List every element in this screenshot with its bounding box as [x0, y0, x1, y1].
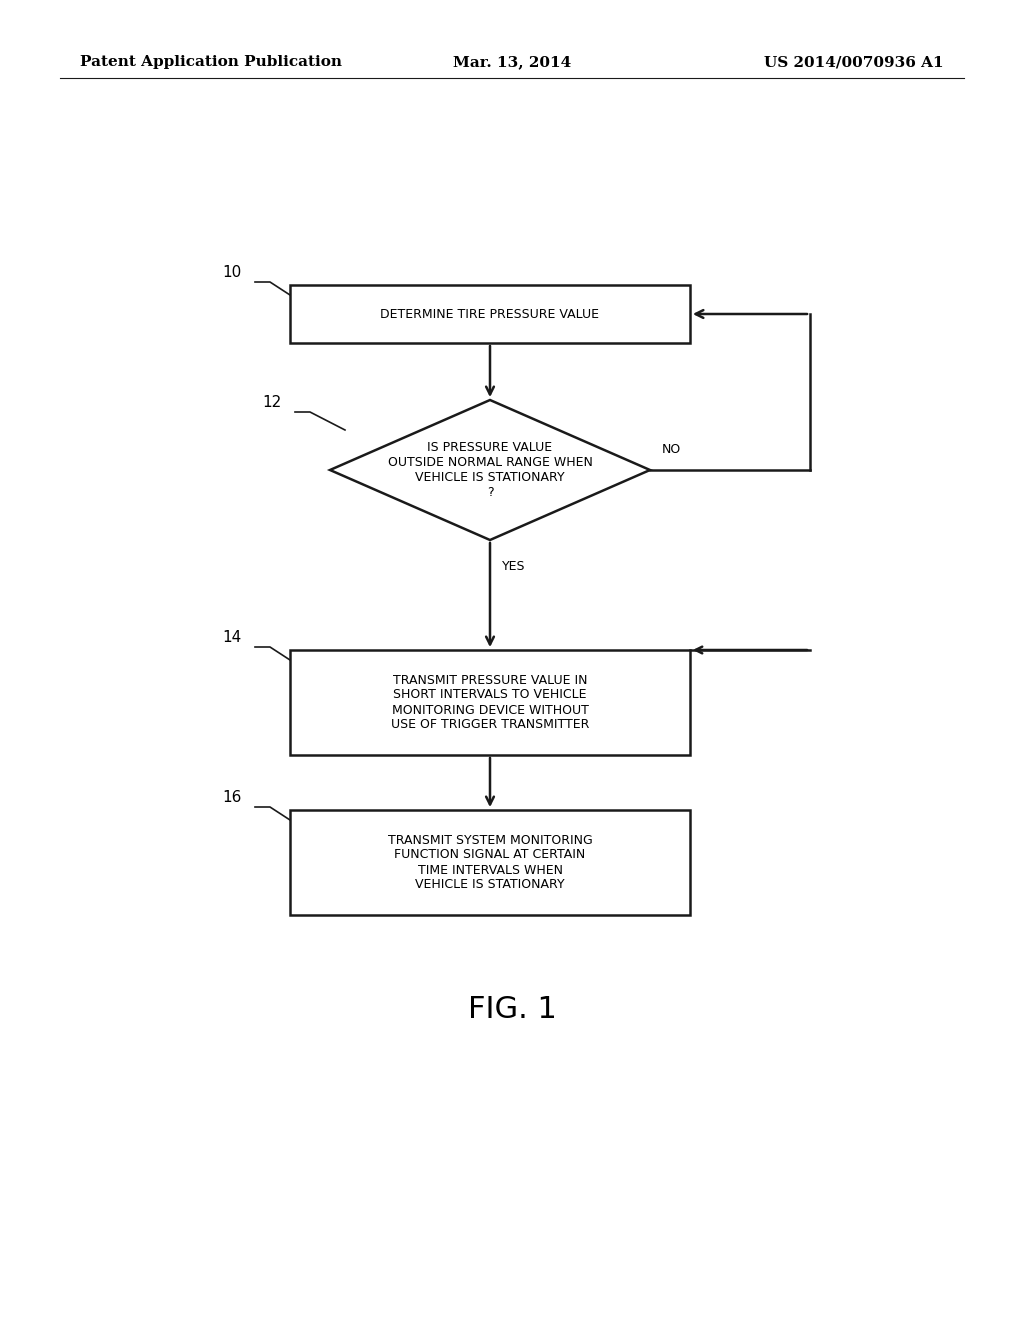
Text: NO: NO — [662, 444, 681, 455]
Text: 12: 12 — [263, 395, 282, 411]
Text: 16: 16 — [222, 789, 242, 805]
Bar — [290, 810, 690, 915]
Text: 14: 14 — [223, 630, 242, 645]
Text: TRANSMIT SYSTEM MONITORING
FUNCTION SIGNAL AT CERTAIN
TIME INTERVALS WHEN
VEHICL: TRANSMIT SYSTEM MONITORING FUNCTION SIGN… — [388, 833, 592, 891]
Text: US 2014/0070936 A1: US 2014/0070936 A1 — [764, 55, 944, 69]
Text: DETERMINE TIRE PRESSURE VALUE: DETERMINE TIRE PRESSURE VALUE — [381, 308, 599, 321]
Bar — [290, 649, 690, 755]
Text: YES: YES — [502, 560, 525, 573]
Text: IS PRESSURE VALUE
OUTSIDE NORMAL RANGE WHEN
VEHICLE IS STATIONARY
?: IS PRESSURE VALUE OUTSIDE NORMAL RANGE W… — [387, 441, 593, 499]
Bar — [290, 285, 690, 343]
Text: 10: 10 — [223, 265, 242, 280]
Polygon shape — [330, 400, 650, 540]
Text: Patent Application Publication: Patent Application Publication — [80, 55, 342, 69]
Text: Mar. 13, 2014: Mar. 13, 2014 — [453, 55, 571, 69]
Text: TRANSMIT PRESSURE VALUE IN
SHORT INTERVALS TO VEHICLE
MONITORING DEVICE WITHOUT
: TRANSMIT PRESSURE VALUE IN SHORT INTERVA… — [391, 673, 589, 731]
Text: FIG. 1: FIG. 1 — [468, 995, 556, 1024]
